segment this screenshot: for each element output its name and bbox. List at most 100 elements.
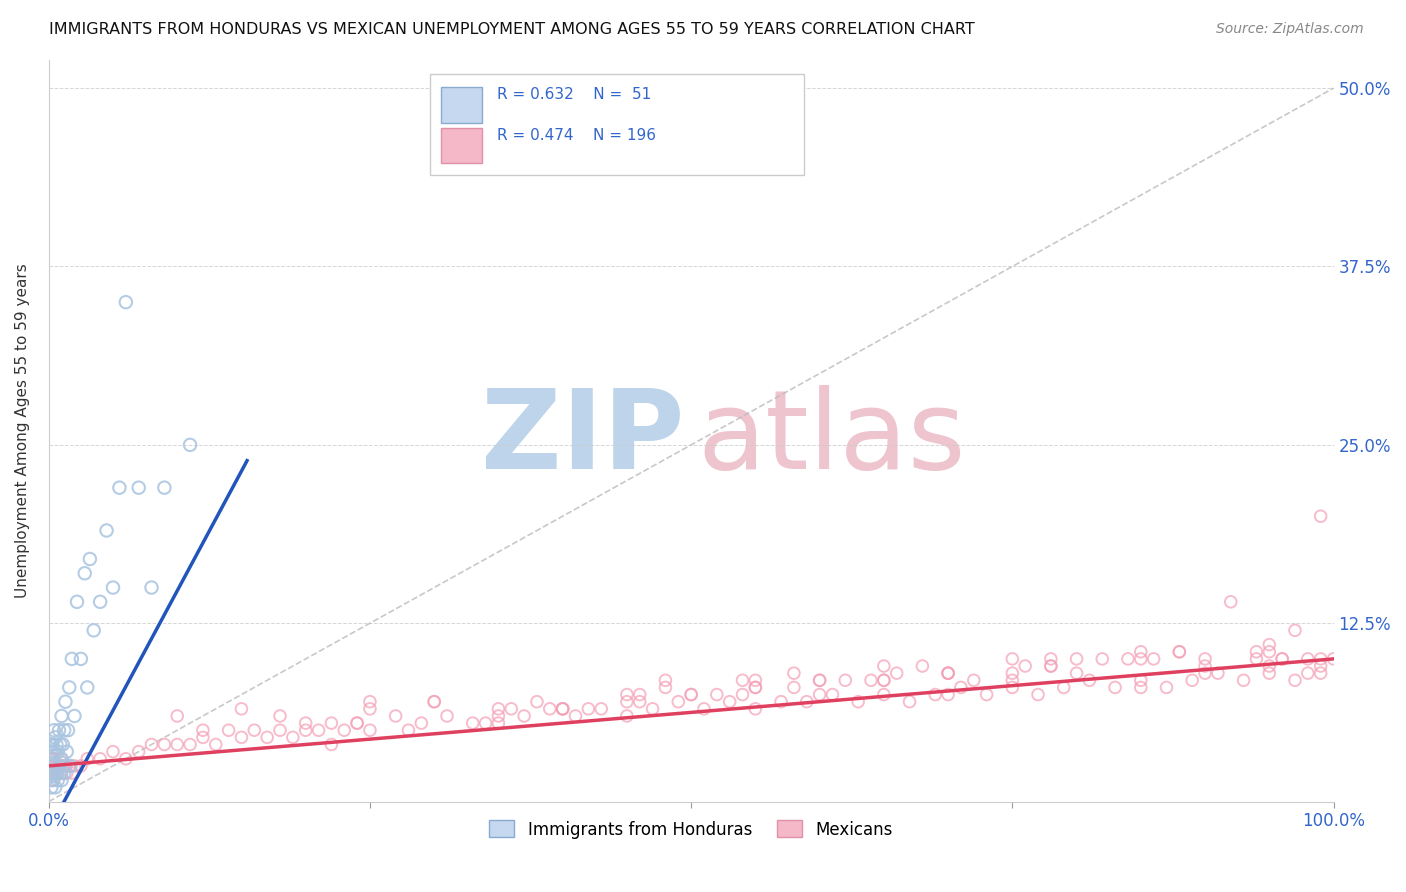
Point bbox=[141, 581, 163, 595]
Point bbox=[936, 666, 959, 681]
Point bbox=[1066, 666, 1088, 681]
Point bbox=[551, 702, 574, 716]
Point bbox=[628, 688, 651, 702]
Point bbox=[423, 695, 446, 709]
Point bbox=[269, 723, 291, 738]
Point bbox=[55, 745, 77, 759]
Point bbox=[1309, 509, 1331, 524]
Point bbox=[681, 688, 703, 702]
Point bbox=[616, 709, 638, 723]
Point bbox=[55, 695, 77, 709]
Point bbox=[666, 695, 689, 709]
Point bbox=[1129, 645, 1152, 659]
Point bbox=[42, 766, 65, 780]
Point bbox=[1104, 681, 1126, 695]
Point bbox=[359, 702, 381, 716]
Point bbox=[384, 709, 406, 723]
Point bbox=[641, 702, 664, 716]
Point bbox=[231, 731, 253, 745]
Point bbox=[89, 752, 111, 766]
Point bbox=[628, 695, 651, 709]
Point bbox=[48, 759, 70, 773]
FancyBboxPatch shape bbox=[440, 128, 482, 163]
Point bbox=[1129, 673, 1152, 688]
Point bbox=[73, 566, 96, 581]
Point bbox=[321, 716, 343, 731]
Point bbox=[76, 752, 98, 766]
Point bbox=[42, 773, 65, 788]
Point bbox=[744, 673, 766, 688]
Point bbox=[1322, 652, 1344, 666]
Text: atlas: atlas bbox=[697, 384, 966, 491]
Point bbox=[59, 759, 82, 773]
Point bbox=[1296, 666, 1319, 681]
Text: ZIP: ZIP bbox=[481, 384, 685, 491]
Point bbox=[48, 723, 70, 738]
Point bbox=[936, 666, 959, 681]
Point bbox=[616, 695, 638, 709]
Point bbox=[411, 716, 433, 731]
Point bbox=[486, 716, 509, 731]
Point bbox=[48, 759, 70, 773]
Point bbox=[53, 723, 76, 738]
Point bbox=[191, 731, 214, 745]
Point bbox=[1284, 673, 1306, 688]
Point bbox=[128, 481, 150, 495]
Point bbox=[654, 681, 676, 695]
Point bbox=[41, 759, 63, 773]
Point bbox=[1271, 652, 1294, 666]
Point bbox=[808, 673, 831, 688]
Point bbox=[513, 709, 536, 723]
Point bbox=[744, 681, 766, 695]
Point bbox=[1091, 652, 1114, 666]
Point bbox=[39, 738, 62, 752]
Point bbox=[166, 709, 188, 723]
Point bbox=[1039, 659, 1062, 673]
Point bbox=[501, 702, 523, 716]
Point bbox=[44, 766, 66, 780]
Point bbox=[60, 652, 83, 666]
Point bbox=[55, 766, 77, 780]
Point bbox=[1053, 681, 1076, 695]
Point bbox=[42, 745, 65, 759]
Point bbox=[321, 738, 343, 752]
Point bbox=[359, 723, 381, 738]
Point bbox=[873, 659, 896, 673]
Point bbox=[1001, 673, 1024, 688]
Point bbox=[1143, 652, 1166, 666]
Point bbox=[39, 766, 62, 780]
Point bbox=[1258, 645, 1281, 659]
Point bbox=[770, 695, 793, 709]
Point bbox=[1219, 595, 1241, 609]
Point bbox=[101, 745, 124, 759]
Point bbox=[949, 681, 972, 695]
Point bbox=[1156, 681, 1178, 695]
Point bbox=[873, 688, 896, 702]
Text: Source: ZipAtlas.com: Source: ZipAtlas.com bbox=[1216, 22, 1364, 37]
Point bbox=[308, 723, 330, 738]
Point bbox=[51, 773, 73, 788]
Point bbox=[153, 481, 176, 495]
Point bbox=[1001, 666, 1024, 681]
Point bbox=[58, 681, 80, 695]
Point bbox=[46, 745, 69, 759]
Point bbox=[53, 766, 76, 780]
Point bbox=[1194, 652, 1216, 666]
Point bbox=[204, 738, 226, 752]
Point bbox=[538, 702, 561, 716]
Point bbox=[681, 688, 703, 702]
Point bbox=[1001, 681, 1024, 695]
Point bbox=[461, 716, 484, 731]
Point bbox=[41, 752, 63, 766]
Point bbox=[1309, 652, 1331, 666]
Point bbox=[1194, 659, 1216, 673]
Point bbox=[834, 673, 856, 688]
Point bbox=[1039, 659, 1062, 673]
Point bbox=[1258, 638, 1281, 652]
Point bbox=[976, 688, 998, 702]
Point bbox=[243, 723, 266, 738]
Point bbox=[526, 695, 548, 709]
Point bbox=[70, 759, 93, 773]
Point bbox=[591, 702, 613, 716]
Point bbox=[179, 738, 201, 752]
